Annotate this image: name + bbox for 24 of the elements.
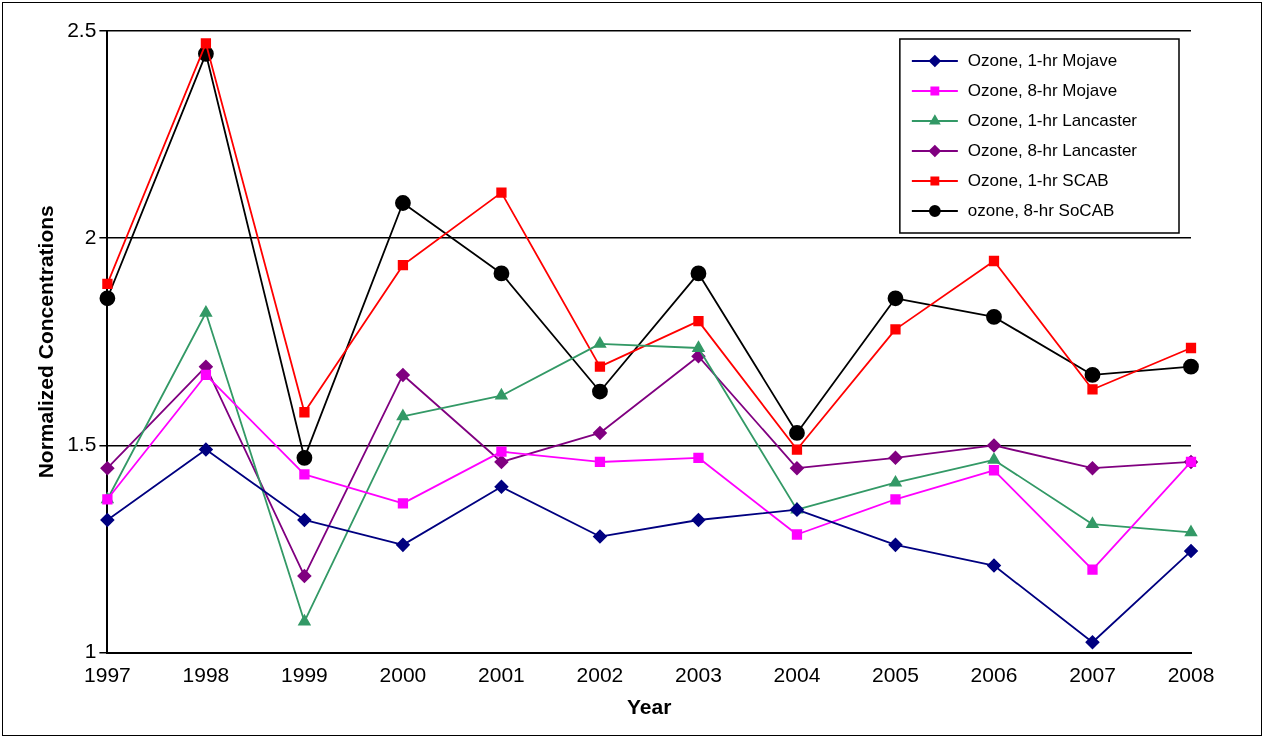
x-tick-label: 2004	[773, 663, 821, 686]
y-tick-label: 2.5	[67, 17, 97, 41]
legend-label: Ozone, 1-hr Mojave	[967, 50, 1118, 70]
y-tick-label: 1	[84, 639, 97, 663]
x-tick-label: 2003	[675, 663, 722, 686]
legend-label: Ozone, 1-hr Lancaster	[967, 110, 1138, 130]
legend-label: ozone, 8-hr SoCAB	[967, 200, 1115, 220]
x-tick-label: 2000	[379, 663, 427, 686]
x-axis-title: Year	[627, 695, 672, 719]
x-tick-label: 1998	[182, 663, 230, 686]
legend-label: Ozone, 1-hr SCAB	[967, 170, 1109, 190]
legend-label: Ozone, 8-hr Mojave	[967, 80, 1118, 100]
x-tick-label: 2007	[1069, 663, 1116, 686]
y-tick-label: 1.5	[67, 432, 97, 456]
y-axis-title: Normalized Concentrations	[34, 205, 58, 479]
x-tick-label: 2001	[478, 663, 525, 686]
legend-label: Ozone, 8-hr Lancaster	[967, 140, 1138, 160]
x-tick-label: 2005	[872, 663, 919, 686]
x-tick-label: 2008	[1167, 663, 1215, 686]
y-tick-label: 2	[84, 225, 97, 248]
x-tick-label: 2002	[576, 663, 624, 686]
x-tick-label: 1997	[84, 663, 131, 686]
x-tick-label: 1999	[281, 663, 328, 686]
x-tick-label: 2006	[970, 663, 1018, 686]
